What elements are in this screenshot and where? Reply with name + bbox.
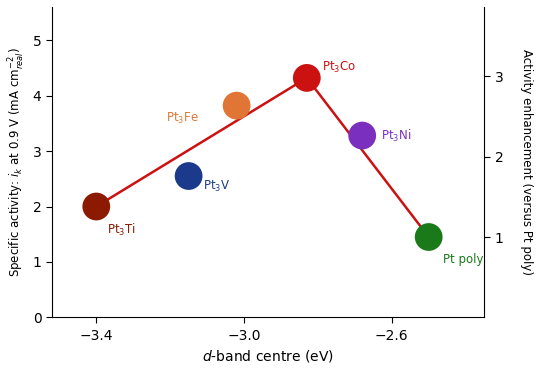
Point <box>358 132 367 138</box>
Text: Pt poly: Pt poly <box>443 253 484 266</box>
Point <box>184 173 193 179</box>
Point <box>232 103 241 109</box>
Text: Pt$_3$Ti: Pt$_3$Ti <box>107 222 136 238</box>
Point <box>92 204 100 210</box>
Text: Pt$_3$Ni: Pt$_3$Ni <box>381 128 411 144</box>
Text: Pt$_3$Co: Pt$_3$Co <box>322 60 356 75</box>
Text: Pt$_3$V: Pt$_3$V <box>204 179 231 194</box>
X-axis label: $d$-band centre (eV): $d$-band centre (eV) <box>202 348 334 364</box>
Point <box>424 234 433 240</box>
Y-axis label: Specific activity: $i_k$ at 0.9 V (mA cm$^{-2}_{real}$): Specific activity: $i_k$ at 0.9 V (mA cm… <box>7 47 27 277</box>
Y-axis label: Activity enhancement (versus Pt poly): Activity enhancement (versus Pt poly) <box>520 49 533 275</box>
Text: Pt$_3$Fe: Pt$_3$Fe <box>166 111 199 126</box>
Point <box>302 75 311 81</box>
